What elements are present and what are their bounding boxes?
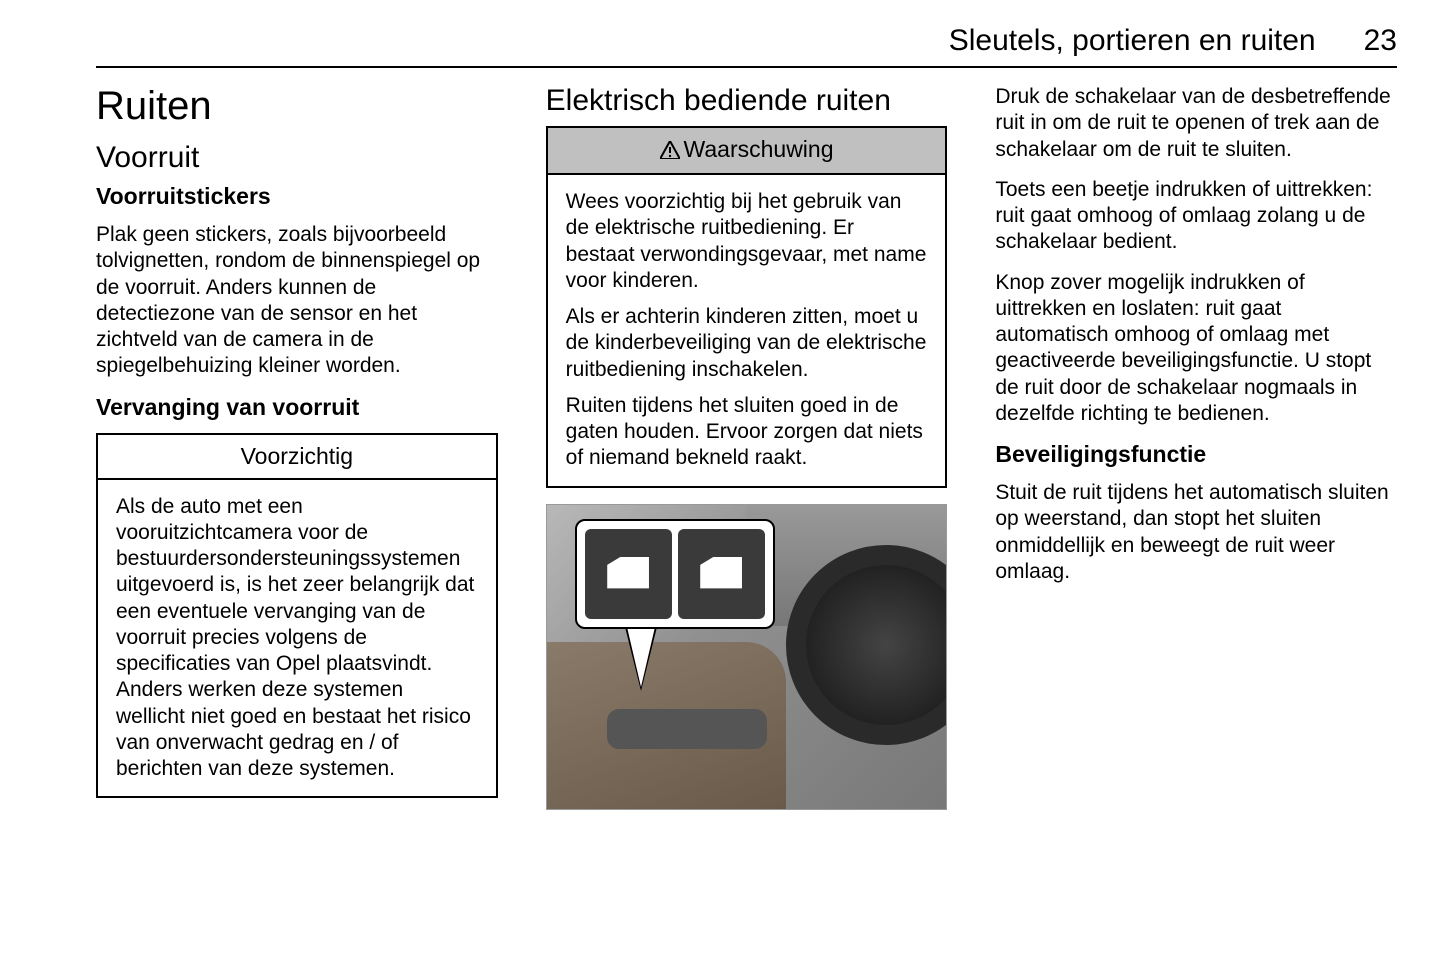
heading-vervanging: Vervanging van voorruit: [96, 394, 498, 421]
warning-p2: Als er achterin kinderen zitten, moet u …: [566, 304, 928, 383]
armrest-shape: [607, 709, 767, 749]
chapter-title: Sleutels, portieren en ruiten: [949, 24, 1316, 58]
caution-text: Als de auto met een vooruitzichtcamera v…: [116, 494, 478, 783]
warning-p1: Wees voorzichtig bij het gebruik van de …: [566, 189, 928, 294]
window-button-right: [678, 529, 765, 619]
paragraph-knop: Knop zover mogelijk indrukken of uittrek…: [995, 270, 1397, 428]
subsection-voorruit: Voorruit: [96, 141, 498, 175]
paragraph-toets: Toets een beetje indrukken of uittrekken…: [995, 177, 1397, 256]
warning-box-body: Wees voorzichtig bij het gebruik van de …: [548, 175, 946, 486]
paragraph-druk: Druk de schakelaar van de desbetreffende…: [995, 84, 1397, 163]
heading-beveiliging: Beveiligingsfunctie: [995, 441, 1397, 468]
warning-p3: Ruiten tijdens het sluiten goed in de ga…: [566, 393, 928, 472]
warning-box: Waarschuwing Wees voorzichtig bij het ge…: [546, 126, 948, 488]
paragraph-stuit: Stuit de ruit tijdens het automatisch sl…: [995, 480, 1397, 585]
page-header: Sleutels, portieren en ruiten 23: [96, 24, 1397, 68]
callout-bubble: [575, 519, 775, 629]
heading-voorruitstickers: Voorruitstickers: [96, 183, 498, 210]
callout-tail: [627, 627, 655, 687]
content-columns: Ruiten Voorruit Voorruitstickers Plak ge…: [96, 84, 1397, 814]
warning-triangle-icon: [660, 138, 680, 165]
warning-box-title: Waarschuwing: [684, 136, 834, 162]
subsection-elektrisch: Elektrisch bediende ruiten: [546, 84, 948, 118]
section-title-ruiten: Ruiten: [96, 84, 498, 129]
warning-box-header: Waarschuwing: [548, 128, 946, 175]
column-3: Druk de schakelaar van de desbetreffende…: [995, 84, 1397, 814]
column-2: Elektrisch bediende ruiten Waarschuwing …: [546, 84, 948, 814]
caution-box-title: Voorzichtig: [98, 435, 496, 480]
window-switch-illustration: [546, 504, 948, 811]
caution-box-body: Als de auto met een vooruitzichtcamera v…: [98, 480, 496, 797]
window-down-icon: [695, 547, 747, 601]
paragraph-stickers: Plak geen stickers, zoals bijvoorbeeld t…: [96, 222, 498, 380]
page-number: 23: [1364, 24, 1397, 58]
column-1: Ruiten Voorruit Voorruitstickers Plak ge…: [96, 84, 498, 814]
caution-box: Voorzichtig Als de auto met een vooruitz…: [96, 433, 498, 799]
window-button-left: [585, 529, 672, 619]
window-down-icon: [602, 547, 654, 601]
